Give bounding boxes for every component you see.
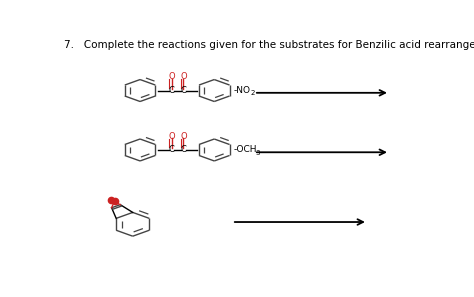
- Text: O: O: [168, 72, 175, 81]
- Text: C: C: [169, 86, 174, 95]
- Text: O: O: [168, 132, 175, 141]
- Text: -OCH: -OCH: [233, 146, 257, 154]
- Text: O: O: [180, 72, 187, 81]
- Text: 7.   Complete the reactions given for the substrates for Benzilic acid rearrange: 7. Complete the reactions given for the …: [64, 40, 474, 50]
- Text: -NO: -NO: [233, 86, 250, 95]
- Text: O: O: [180, 132, 187, 141]
- Text: 2: 2: [251, 90, 255, 96]
- Text: C: C: [181, 146, 186, 154]
- Text: C: C: [169, 146, 174, 154]
- Text: C: C: [181, 86, 186, 95]
- Text: 3: 3: [255, 150, 260, 156]
